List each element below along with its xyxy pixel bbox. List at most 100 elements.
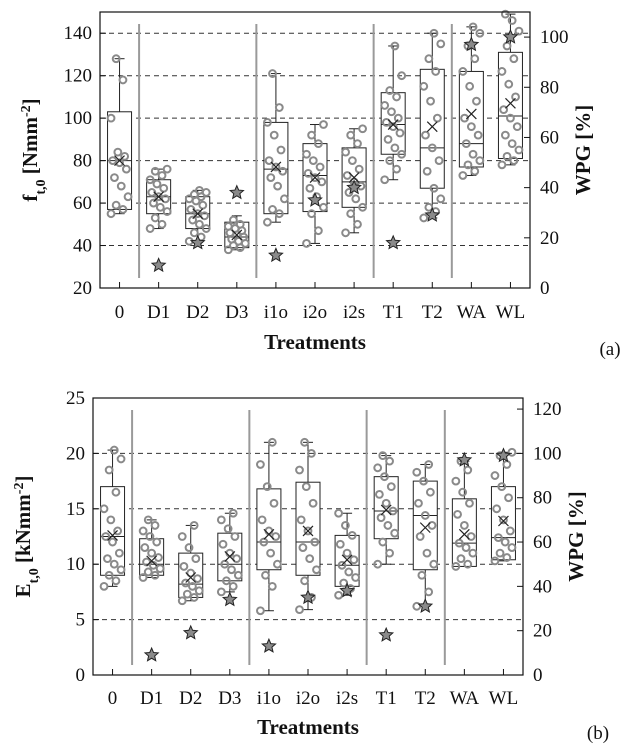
data-point — [509, 54, 519, 64]
mean-marker — [263, 528, 275, 540]
data-point — [397, 71, 407, 81]
data-point — [380, 101, 390, 110]
data-point — [472, 96, 481, 106]
data-point — [495, 548, 505, 558]
data-point — [426, 96, 435, 106]
wpg-star — [424, 206, 441, 222]
data-point — [506, 113, 515, 123]
y-right-tick-label: 0 — [540, 278, 550, 299]
data-point — [378, 537, 388, 547]
data-point — [111, 576, 121, 586]
data-point — [502, 553, 512, 562]
x-tick-label: WL — [489, 688, 519, 709]
data-point — [507, 447, 517, 457]
data-point — [201, 224, 211, 233]
data-point — [454, 538, 464, 548]
wpg-star — [417, 598, 434, 614]
box-WL — [497, 9, 524, 170]
data-point — [150, 521, 160, 530]
data-point — [461, 543, 471, 552]
wpg-star — [339, 582, 355, 598]
box-i2o — [295, 437, 321, 615]
data-point — [120, 151, 130, 161]
wpg-star — [346, 179, 362, 195]
data-point — [195, 185, 204, 195]
data-point — [193, 209, 203, 219]
data-point — [280, 194, 289, 204]
data-point — [191, 554, 201, 564]
data-point — [451, 476, 461, 486]
wpg-star — [143, 646, 160, 662]
data-point — [302, 239, 311, 248]
data-point — [337, 560, 347, 570]
data-point — [273, 559, 282, 569]
data-point — [150, 166, 160, 176]
box-D2 — [177, 521, 204, 640]
y-axis-title: ft,0 [Nmm-2] — [18, 98, 49, 201]
x-tick-label: i2o — [303, 302, 327, 323]
y-tick-label: 20 — [66, 443, 85, 464]
data-point — [308, 156, 318, 166]
y-tick-label: 10 — [66, 554, 85, 575]
data-point — [458, 171, 468, 180]
data-point — [465, 81, 475, 91]
data-point — [271, 532, 281, 541]
data-point — [262, 482, 272, 492]
data-point — [104, 465, 114, 475]
data-point — [358, 124, 367, 134]
data-point — [152, 179, 162, 189]
data-point — [155, 202, 165, 212]
wpg-star — [463, 36, 480, 52]
data-point — [138, 573, 148, 582]
data-point — [502, 151, 512, 161]
y-tick-label: 80 — [73, 151, 92, 172]
data-point — [347, 156, 357, 166]
data-point — [189, 190, 199, 199]
data-point — [300, 576, 310, 586]
data-point — [189, 521, 199, 530]
data-point — [424, 587, 434, 597]
wpg-star — [221, 591, 238, 607]
data-point — [458, 487, 468, 497]
data-point — [507, 16, 517, 25]
data-point — [186, 568, 196, 578]
mean-marker — [107, 529, 118, 541]
data-point — [319, 120, 328, 129]
data-point — [511, 92, 520, 102]
data-point — [150, 570, 160, 580]
data-point — [274, 103, 284, 112]
data-point — [223, 222, 233, 231]
data-point — [419, 81, 429, 91]
data-point — [177, 596, 187, 606]
x-tick-label: i2s — [343, 302, 365, 323]
data-point — [274, 209, 284, 219]
data-point — [145, 175, 155, 185]
data-point — [468, 149, 478, 159]
y-tick-label: 40 — [73, 236, 92, 257]
data-point — [349, 555, 359, 565]
data-point — [188, 215, 198, 225]
data-point — [429, 28, 439, 38]
data-point — [387, 107, 396, 117]
mean-marker — [192, 208, 204, 220]
data-point — [490, 471, 500, 480]
chart-panel-b: 0 5 10 15 20 25 0 20 40 60 80 100 120 0 D1 D2 D3 i1o i2o i2… — [11, 388, 609, 744]
data-point — [463, 465, 473, 475]
data-point — [497, 482, 507, 492]
mean-marker — [387, 119, 399, 130]
data-point — [307, 130, 317, 140]
data-point — [302, 149, 311, 159]
y-tick-label: 15 — [66, 499, 85, 520]
data-point — [138, 526, 148, 536]
data-point — [466, 122, 476, 132]
data-point — [157, 171, 167, 180]
data-point — [429, 559, 439, 569]
data-point — [414, 498, 423, 508]
data-point — [502, 41, 512, 51]
data-point — [198, 200, 208, 210]
x-tick-label: WA — [450, 688, 480, 709]
data-point — [256, 460, 265, 469]
data-point — [466, 532, 476, 541]
mean-marker — [348, 172, 360, 184]
